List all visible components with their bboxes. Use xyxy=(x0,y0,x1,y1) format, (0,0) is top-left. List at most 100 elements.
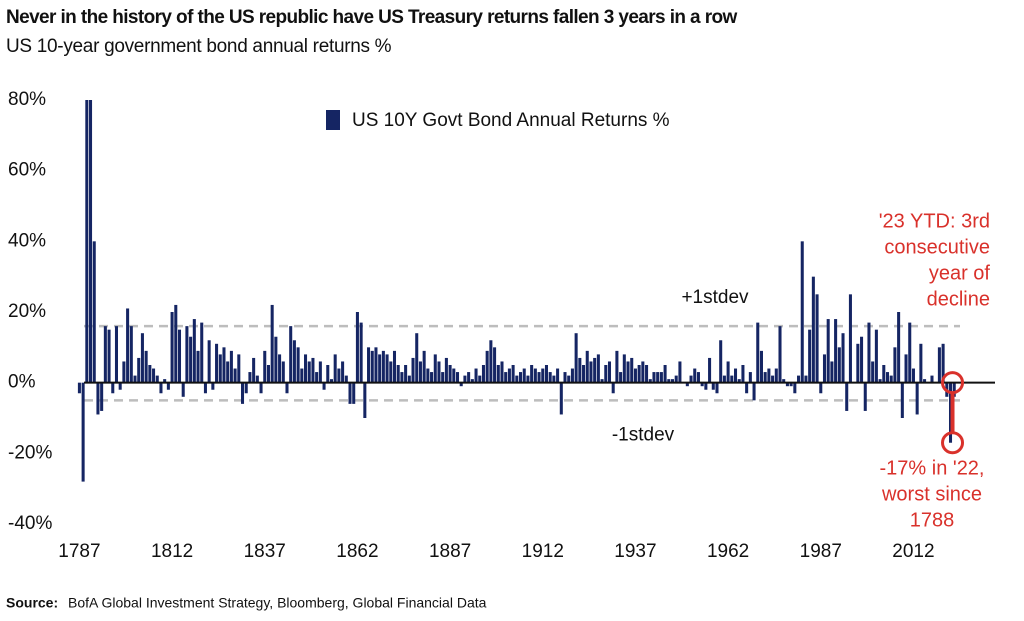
bar xyxy=(363,382,367,418)
bar xyxy=(455,372,460,383)
bar xyxy=(433,354,437,383)
annotation-line: -17% in '22, xyxy=(880,457,985,479)
bar xyxy=(359,322,363,383)
bar xyxy=(337,368,341,383)
bar xyxy=(582,365,586,383)
bar xyxy=(941,343,945,383)
bar xyxy=(263,350,267,383)
bar xyxy=(485,350,489,383)
bar xyxy=(96,382,100,415)
bar xyxy=(830,361,834,383)
bar xyxy=(463,375,467,383)
bar xyxy=(800,241,804,383)
annotation-line: 1788 xyxy=(910,509,955,531)
bar xyxy=(919,343,923,383)
bar xyxy=(355,312,359,383)
chart-subtitle: US 10-year government bond annual return… xyxy=(6,36,392,57)
bar xyxy=(85,100,89,383)
legend-swatch xyxy=(326,110,340,130)
bar xyxy=(519,372,523,383)
bar xyxy=(693,368,697,383)
bar xyxy=(114,326,119,383)
bar xyxy=(400,372,404,383)
bar xyxy=(722,375,726,383)
bar xyxy=(563,372,567,383)
bar xyxy=(289,326,293,383)
bar xyxy=(633,368,637,383)
bar xyxy=(159,382,163,394)
bar xyxy=(411,357,415,383)
bar xyxy=(915,382,919,415)
bar xyxy=(641,361,645,383)
bar xyxy=(226,361,230,383)
bar xyxy=(326,365,330,383)
bar xyxy=(281,361,285,383)
bar xyxy=(496,365,500,383)
bar xyxy=(240,382,245,404)
bar xyxy=(222,347,226,383)
bar xyxy=(437,361,441,383)
bar xyxy=(797,375,801,383)
bar xyxy=(163,379,167,383)
bar xyxy=(259,382,263,394)
bar xyxy=(930,375,934,383)
bar xyxy=(804,375,808,383)
bar xyxy=(511,365,515,383)
bar xyxy=(407,375,411,383)
y-tick-label: 60% xyxy=(8,160,46,181)
annotation-line: year of xyxy=(929,262,991,284)
bar xyxy=(470,379,474,383)
bar xyxy=(774,368,778,383)
bar xyxy=(552,375,556,383)
bar xyxy=(296,347,300,383)
bar xyxy=(207,340,211,383)
bar xyxy=(133,375,137,383)
bar xyxy=(659,372,663,383)
bar xyxy=(526,375,530,383)
bar xyxy=(174,304,178,383)
bar xyxy=(663,365,667,383)
bar xyxy=(422,350,426,383)
x-tick-label: 1987 xyxy=(800,541,842,562)
bar xyxy=(185,326,189,383)
bar xyxy=(177,329,182,383)
bar xyxy=(845,382,849,411)
bar xyxy=(604,365,608,383)
y-tick-label: 40% xyxy=(8,230,46,251)
bar xyxy=(203,382,207,394)
bar xyxy=(678,361,682,383)
bar xyxy=(270,304,274,383)
bar xyxy=(81,382,85,482)
bar xyxy=(589,361,593,383)
bar xyxy=(815,294,819,383)
bar xyxy=(489,340,493,383)
bar xyxy=(630,357,634,383)
bar xyxy=(871,361,875,383)
bar xyxy=(696,372,700,383)
bar xyxy=(352,382,356,404)
y-tick-label: 0% xyxy=(8,372,36,393)
bar xyxy=(711,382,715,390)
stdev-label: -1stdev xyxy=(612,424,675,445)
bar xyxy=(570,368,574,383)
bar xyxy=(689,375,693,383)
bar xyxy=(103,326,107,383)
bar xyxy=(856,343,860,383)
bar xyxy=(719,340,723,383)
bar xyxy=(793,382,797,394)
bar xyxy=(444,357,448,383)
bar xyxy=(237,354,241,383)
bar xyxy=(559,382,563,415)
bar xyxy=(756,322,760,383)
bar xyxy=(329,379,333,383)
bar xyxy=(140,333,144,383)
bar xyxy=(834,319,838,383)
bar xyxy=(734,368,738,383)
bar xyxy=(645,365,649,383)
bar xyxy=(767,368,771,383)
bar xyxy=(278,354,282,383)
bar xyxy=(218,354,222,383)
bar xyxy=(533,368,537,383)
bar xyxy=(700,382,704,387)
